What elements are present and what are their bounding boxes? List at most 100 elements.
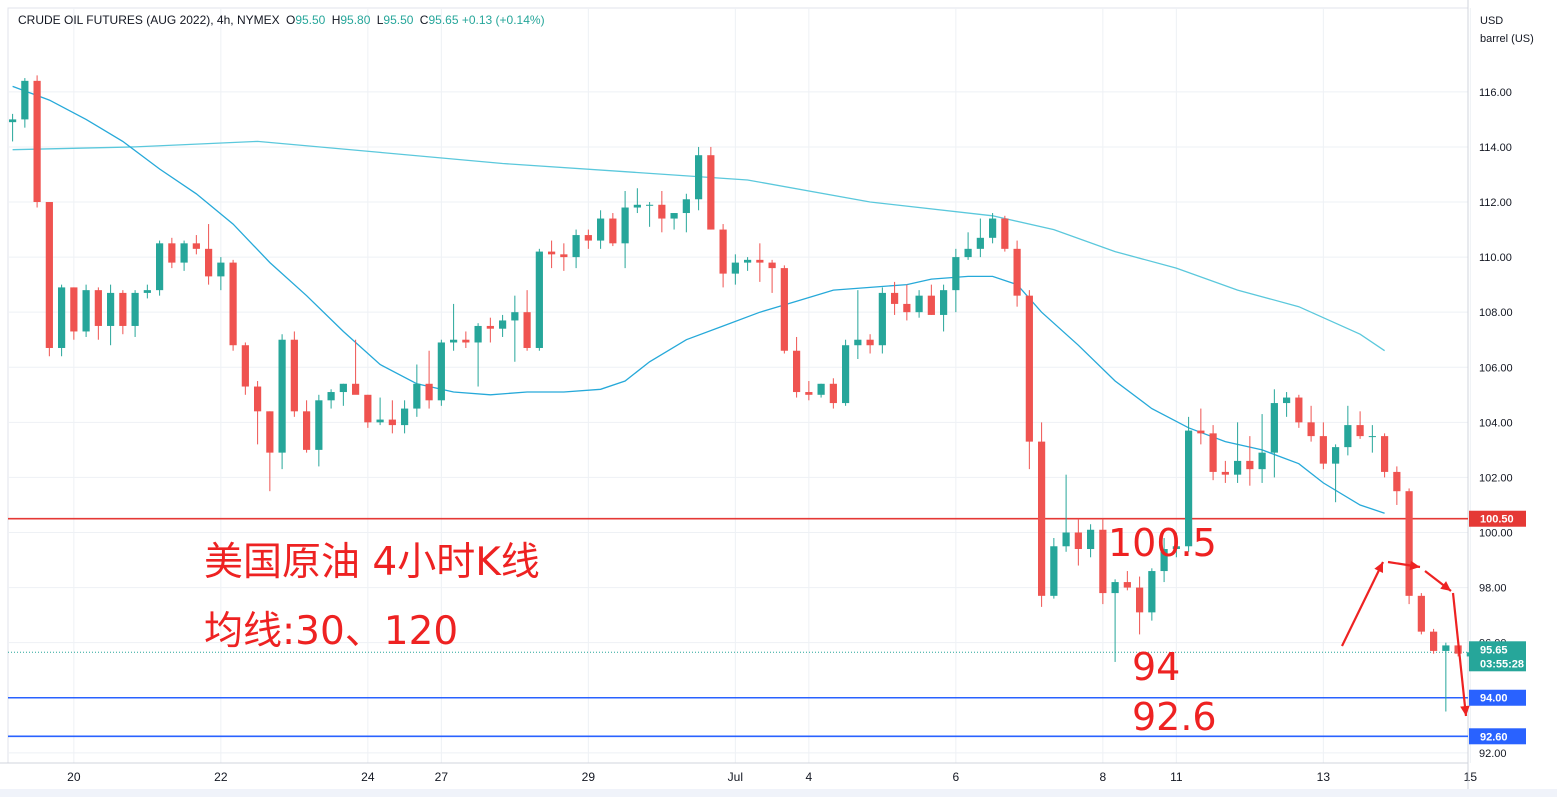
candle-body[interactable] (58, 287, 66, 348)
candle-body[interactable] (682, 199, 690, 214)
candle-body[interactable] (621, 207, 629, 244)
candle-body[interactable] (1417, 595, 1425, 632)
candle-body[interactable] (940, 290, 948, 315)
candle-body[interactable] (891, 292, 899, 304)
candle-body[interactable] (1197, 430, 1205, 434)
candle-body[interactable] (1356, 425, 1364, 437)
candle-body[interactable] (229, 262, 237, 346)
candle-body[interactable] (1270, 403, 1278, 453)
candle-body[interactable] (1332, 447, 1340, 464)
candle-body[interactable] (719, 229, 727, 274)
candle-body[interactable] (1111, 582, 1119, 594)
candle-body[interactable] (339, 383, 347, 393)
candle-body[interactable] (45, 202, 53, 348)
candle-body[interactable] (327, 392, 335, 401)
candle-body[interactable] (205, 248, 213, 277)
candle-body[interactable] (21, 80, 29, 120)
candle-body[interactable] (1344, 425, 1352, 448)
candle-body[interactable] (548, 251, 556, 255)
candle-body[interactable] (33, 80, 41, 203)
candle-body[interactable] (952, 257, 960, 291)
candle-body[interactable] (560, 254, 568, 258)
candle-body[interactable] (1123, 582, 1131, 588)
candle-body[interactable] (523, 312, 531, 348)
candle-body[interactable] (670, 213, 678, 219)
candle-body[interactable] (1221, 471, 1229, 475)
candle-body[interactable] (1062, 532, 1070, 547)
moving-average-30[interactable] (12, 85, 1385, 514)
candle-body[interactable] (1258, 452, 1266, 470)
candle-body[interactable] (1246, 460, 1254, 470)
candle-body[interactable] (793, 350, 801, 393)
candle-body[interactable] (572, 235, 580, 258)
candle-body[interactable] (352, 383, 360, 395)
candle-body[interactable] (842, 345, 850, 404)
candle-body[interactable] (989, 218, 997, 238)
candle-body[interactable] (1099, 529, 1107, 594)
candle-body[interactable] (94, 290, 102, 326)
candle-body[interactable] (1430, 631, 1438, 651)
candle-body[interactable] (780, 268, 788, 351)
candle-body[interactable] (388, 419, 396, 426)
candle-body[interactable] (1136, 587, 1144, 613)
candle-body[interactable] (646, 204, 654, 206)
candle-body[interactable] (1038, 441, 1046, 596)
candle-body[interactable] (829, 383, 837, 404)
candle-body[interactable] (119, 292, 127, 326)
candle-body[interactable] (768, 262, 776, 269)
candle-body[interactable] (217, 262, 225, 277)
candle-body[interactable] (1013, 248, 1021, 296)
candle-body[interactable] (266, 411, 274, 453)
candle-body[interactable] (1405, 491, 1413, 596)
candle-body[interactable] (131, 292, 139, 326)
candle-body[interactable] (511, 312, 519, 321)
candle-body[interactable] (1283, 397, 1291, 404)
candle-body[interactable] (1319, 436, 1327, 464)
candle-body[interactable] (1160, 549, 1168, 572)
candle-body[interactable] (9, 119, 17, 123)
candle-body[interactable] (854, 339, 862, 346)
candle-body[interactable] (1234, 460, 1242, 475)
candle-body[interactable] (315, 400, 323, 450)
candle-body[interactable] (82, 290, 90, 332)
candle-body[interactable] (425, 383, 433, 401)
candle-body[interactable] (707, 155, 715, 230)
candle-body[interactable] (964, 248, 972, 258)
candle-body[interactable] (866, 339, 874, 346)
candle-body[interactable] (168, 243, 176, 263)
candle-body[interactable] (1295, 397, 1303, 423)
candle-body[interactable] (744, 259, 752, 263)
candle-body[interactable] (584, 235, 592, 241)
candle-body[interactable] (192, 243, 200, 249)
candle-body[interactable] (474, 325, 482, 343)
candle-body[interactable] (1001, 218, 1009, 249)
candle-body[interactable] (756, 259, 764, 263)
candle-body[interactable] (462, 339, 470, 343)
candle-body[interactable] (1185, 430, 1193, 547)
candle-body[interactable] (450, 339, 458, 343)
candle-body[interactable] (1087, 529, 1095, 550)
candle-body[interactable] (180, 243, 188, 263)
candle-body[interactable] (658, 204, 666, 219)
candle-body[interactable] (156, 243, 164, 291)
candle-body[interactable] (143, 290, 151, 293)
candle-body[interactable] (1381, 436, 1389, 472)
candle-body[interactable] (976, 237, 984, 249)
candle-body[interactable] (1148, 571, 1156, 613)
candle-body[interactable] (413, 383, 421, 409)
candle-body[interactable] (1050, 546, 1058, 596)
candle-body[interactable] (633, 204, 641, 208)
candle-body[interactable] (695, 155, 703, 200)
candle-body[interactable] (241, 345, 249, 387)
candle-body[interactable] (817, 383, 825, 395)
candle-body[interactable] (290, 339, 298, 412)
candle-body[interactable] (303, 411, 311, 450)
candle-body[interactable] (903, 303, 911, 313)
candle-body[interactable] (499, 320, 507, 329)
candle-body[interactable] (376, 419, 384, 423)
candle-body[interactable] (437, 342, 445, 401)
candle-body[interactable] (878, 292, 886, 346)
candle-body[interactable] (535, 251, 543, 348)
candle-body[interactable] (70, 287, 78, 332)
